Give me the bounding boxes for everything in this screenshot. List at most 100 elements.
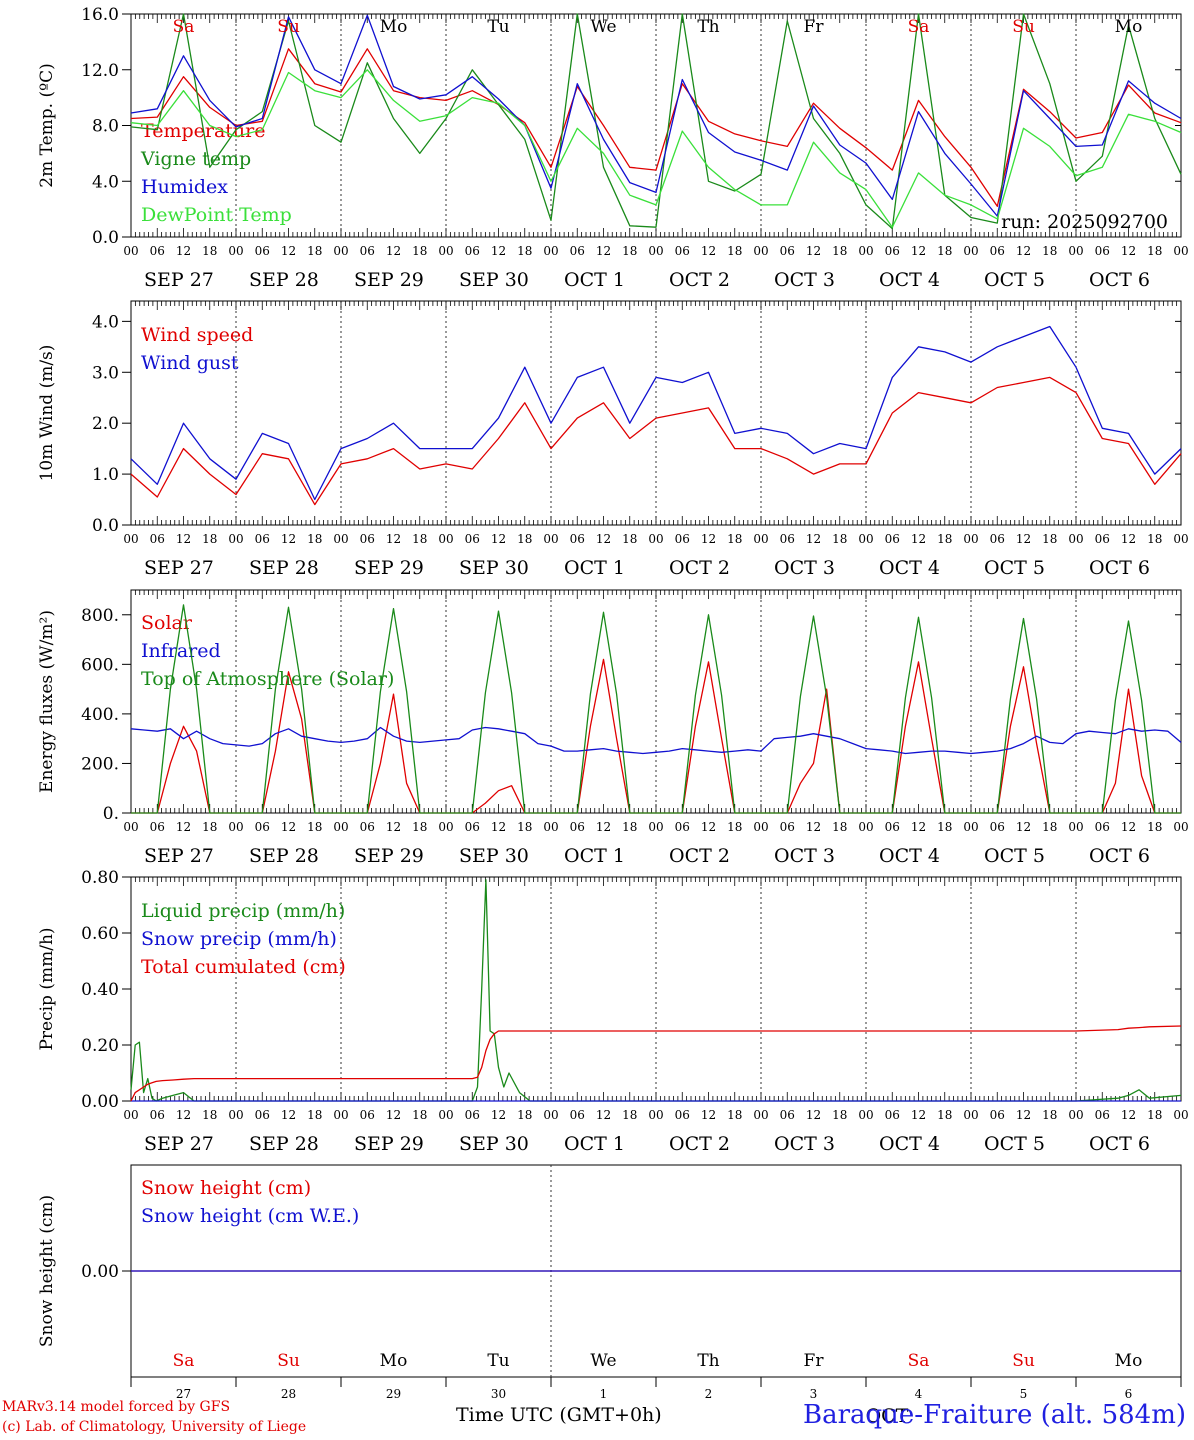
day-number-label: 29 [386,1387,401,1401]
y-tick-label: 800. [81,606,119,626]
hour-label: 06 [255,820,270,834]
y-tick-label: 3.0 [92,363,119,383]
date-label: OCT 1 [564,269,625,291]
hour-label: 00 [648,532,663,546]
legend-total-cumulated-cm-: Total cumulated (cm) [141,956,346,978]
hour-label: 06 [465,1108,480,1122]
hour-label: 18 [1042,244,1057,258]
hour-label: 12 [806,532,821,546]
hour-label: 00 [228,1108,243,1122]
hour-label: 18 [517,820,532,834]
hour-label: 06 [885,244,900,258]
hour-label: 12 [281,1108,296,1122]
series-line-wind-gust [130,325,1182,501]
date-label: SEP 30 [459,269,529,291]
date-label: OCT 6 [1089,1133,1150,1155]
day-number-label: 27 [176,1387,191,1401]
day-number-label: 30 [491,1387,506,1401]
y-tick-label: 0.0 [92,516,119,536]
hour-label: 18 [412,1108,427,1122]
series-line-wind-speed [130,376,1182,506]
hour-label: 06 [570,1108,585,1122]
month-label: OCT [866,1405,909,1427]
y-tick-label: 8.0 [92,117,119,137]
hour-label: 06 [1095,244,1110,258]
hour-label: 00 [543,820,558,834]
weekday-top-label: Sa [908,17,930,37]
weekday-top-label: Mo [1115,17,1143,37]
series-line-dewpoint-temp [130,69,1182,228]
time-axis-title: Time UTC (GMT+0h) [456,1404,662,1426]
hour-label: 00 [438,532,453,546]
run-label: run: 2025092700 [1001,211,1168,233]
hour-label: 06 [885,1108,900,1122]
day-number-label: 2 [705,1387,713,1401]
hour-label: 00 [333,532,348,546]
hour-label: 18 [1042,820,1057,834]
hour-label: 12 [911,244,926,258]
hour-label: 18 [832,820,847,834]
hour-label: 00 [123,820,138,834]
hour-label: 12 [701,244,716,258]
hour-label: 18 [622,820,637,834]
hour-label: 00 [543,532,558,546]
hour-label: 06 [1095,820,1110,834]
hour-label: 18 [937,244,952,258]
date-label: OCT 3 [774,269,835,291]
date-label: OCT 5 [984,1133,1045,1155]
date-label: OCT 3 [774,845,835,867]
hour-label: 12 [386,532,401,546]
hour-label: 12 [1121,1108,1136,1122]
hour-label: 12 [1016,1108,1031,1122]
hour-label: 12 [596,244,611,258]
date-label: OCT 4 [879,269,940,291]
hour-label: 06 [780,820,795,834]
date-label: OCT 5 [984,557,1045,579]
series-line-humidex [130,14,1182,217]
weekday-top-label: Su [277,17,300,37]
y-axis-label: 2m Temp. (ºC) [37,63,57,188]
legend-top-of-atmosphere-solar-: Top of Atmosphere (Solar) [141,668,394,690]
hour-label: 18 [727,820,742,834]
day-number-label: 4 [915,1387,923,1401]
hour-label: 00 [858,532,873,546]
weekday-top-label: We [590,17,616,37]
hour-label: 06 [990,532,1005,546]
hour-label: 12 [701,532,716,546]
day-number-label: 3 [810,1387,818,1401]
hour-label: 18 [832,1108,847,1122]
hour-label: 00 [543,244,558,258]
hour-label: 06 [885,820,900,834]
hour-label: 00 [228,244,243,258]
hour-label: 00 [753,820,768,834]
hour-label: 06 [150,532,165,546]
hour-label: 12 [596,1108,611,1122]
legend-liquid-precip-mm-h-: Liquid precip (mm/h) [141,900,345,922]
hour-label: 06 [360,532,375,546]
hour-label: 18 [202,532,217,546]
hour-label: 00 [648,1108,663,1122]
hour-label: 06 [780,244,795,258]
y-tick-label: 1.0 [92,465,119,485]
hour-label: 18 [412,532,427,546]
hour-label: 12 [701,820,716,834]
hour-label: 12 [596,532,611,546]
hour-label: 18 [937,1108,952,1122]
hour-label: 12 [281,820,296,834]
hour-label: 12 [176,532,191,546]
hour-label: 00 [438,1108,453,1122]
hour-label: 06 [255,1108,270,1122]
hour-label: 00 [543,1108,558,1122]
hour-label: 00 [438,244,453,258]
hour-label: 00 [963,532,978,546]
y-axis-label: Snow height (cm) [37,1195,57,1347]
y-tick-label: 16.0 [81,5,119,25]
hour-label: 12 [386,1108,401,1122]
hour-label: 00 [753,1108,768,1122]
hour-label: 06 [990,244,1005,258]
hour-label: 06 [150,244,165,258]
legend-dewpoint-temp: DewPoint Temp [141,204,292,226]
date-label: SEP 28 [249,269,319,291]
hour-label: 18 [412,244,427,258]
